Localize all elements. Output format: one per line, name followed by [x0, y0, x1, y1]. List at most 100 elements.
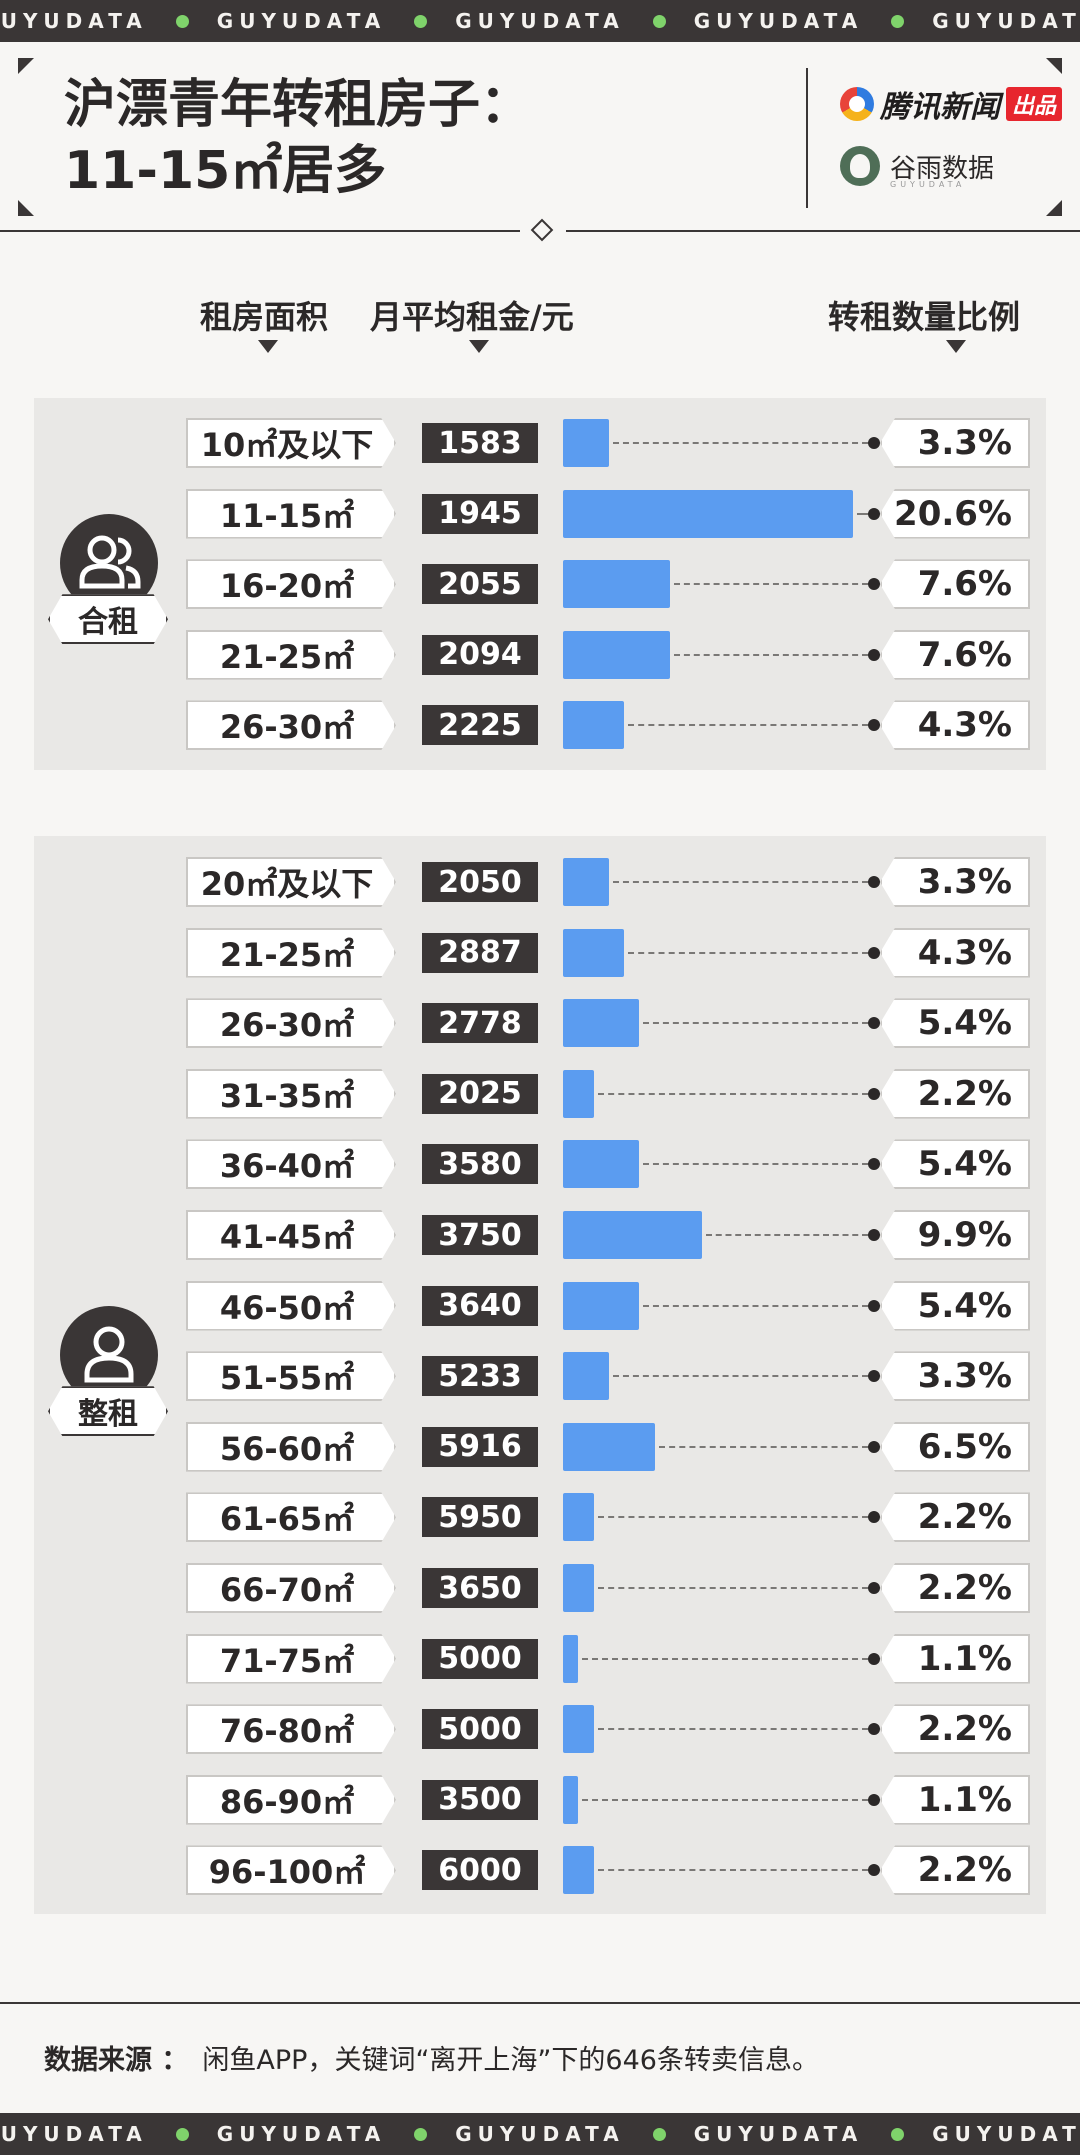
- ticker-dot-icon: [891, 2127, 905, 2141]
- ticker-segment: GUYUDATA: [455, 2122, 693, 2146]
- data-source-text: 闲鱼APP，关键词“离开上海”下的646条转卖信息。: [202, 2045, 819, 2076]
- ratio-label: 9.9%: [880, 1210, 1030, 1260]
- ratio-label: 2.2%: [880, 1068, 1030, 1119]
- ticker-text: GUYUDATA: [455, 9, 625, 33]
- area-label: 36-40㎡: [186, 1139, 396, 1190]
- area-label: 76-80㎡: [186, 1704, 396, 1755]
- area-label: 51-55㎡: [186, 1351, 396, 1402]
- leader-line: [597, 1587, 868, 1589]
- ratio-bar: [563, 1422, 655, 1471]
- chart-row: 20㎡及以下 2050 3.3%: [0, 855, 1080, 909]
- chart-row: 26-30㎡ 2778 5.4%: [0, 996, 1080, 1050]
- arrow-down-icon: [946, 340, 966, 353]
- ratio-label: 3.3%: [880, 857, 1030, 907]
- chart-row: 96-100㎡ 6000 2.2%: [0, 1843, 1080, 1897]
- infographic-card: 沪漂青年转租房子： 11-15㎡居多 腾讯新闻 出品 谷雨数据 GUYUDATA…: [0, 42, 1080, 2113]
- chart-row: 61-65㎡ 5950 2.2%: [0, 1490, 1080, 1544]
- divider-line: [0, 230, 520, 232]
- leader-dot: [868, 1229, 880, 1241]
- brand2-name: 谷雨数据: [890, 153, 995, 184]
- ratio-label: 2.2%: [880, 1704, 1030, 1755]
- rent-value: 2050: [422, 862, 538, 902]
- leader-line: [582, 1798, 868, 1801]
- rent-value: 2094: [422, 634, 538, 675]
- leader-dot: [868, 1652, 880, 1665]
- leader-dot: [868, 719, 880, 732]
- chart-row: 66-70㎡ 3650 2.2%: [0, 1561, 1080, 1615]
- leader-line: [597, 1728, 868, 1731]
- rent-value: 3650: [422, 1568, 538, 1608]
- ticker-segment: GUYUDATA: [694, 9, 932, 33]
- rent-value: 2055: [422, 564, 538, 605]
- area-label: 26-30㎡: [186, 700, 396, 751]
- ratio-label: 1.1%: [880, 1774, 1030, 1825]
- ratio-bar: [563, 630, 670, 679]
- ratio-bar: [563, 1634, 579, 1683]
- ratio-label: 5.4%: [880, 998, 1030, 1049]
- ratio-bar: [563, 419, 610, 467]
- ratio-label: 7.6%: [880, 559, 1030, 610]
- leader-line: [643, 1304, 868, 1307]
- leader-line: [627, 724, 868, 727]
- ticker-text: GUYUDATA: [0, 2122, 148, 2146]
- area-label: 20㎡及以下: [186, 857, 396, 907]
- ticker-segment: GUYUDATA: [0, 2122, 217, 2146]
- rent-value: 3500: [422, 1779, 538, 1820]
- area-label: 21-25㎡: [186, 629, 396, 680]
- leader-line: [582, 1657, 868, 1660]
- ticker-text: GUYUDATA: [932, 9, 1080, 33]
- leader-dot: [868, 1158, 880, 1171]
- ticker-segment: GUYUDATA: [932, 9, 1080, 33]
- ticker-segment: GUYUDATA: [0, 9, 217, 33]
- chart-row: 46-50㎡ 3640 5.4%: [0, 1279, 1080, 1333]
- area-label: 61-65㎡: [186, 1492, 396, 1543]
- header: 沪漂青年转租房子： 11-15㎡居多 腾讯新闻 出品 谷雨数据 GUYUDATA: [0, 42, 1080, 232]
- rent-value: 2778: [422, 1003, 538, 1044]
- ratio-bar: [563, 1846, 594, 1895]
- column-header-rent: 月平均租金/元: [370, 298, 574, 336]
- area-label: 41-45㎡: [186, 1210, 396, 1260]
- leader-dot: [868, 507, 880, 520]
- ratio-bar: [563, 999, 640, 1048]
- guyu-data-logo: 谷雨数据 GUYUDATA: [840, 146, 995, 189]
- ratio-bar: [563, 1775, 579, 1824]
- chart-row: 41-45㎡ 3750 9.9%: [0, 1208, 1080, 1262]
- ratio-bar: [563, 701, 624, 750]
- rent-value: 6000: [422, 1850, 538, 1891]
- ratio-label: 6.5%: [880, 1421, 1030, 1472]
- brand1-tag: 出品: [1006, 87, 1063, 121]
- data-source-label: 数据来源 ：: [44, 2045, 189, 2076]
- ratio-bar: [563, 560, 670, 609]
- ticker-segment: GUYUDATA: [217, 9, 455, 33]
- ratio-label: 1.1%: [880, 1633, 1030, 1684]
- leader-line: [597, 1516, 868, 1519]
- chart-row: 71-75㎡ 5000 1.1%: [0, 1632, 1080, 1686]
- leader-line: [643, 1022, 868, 1025]
- ratio-label: 5.4%: [880, 1139, 1030, 1190]
- leader-line: [673, 653, 868, 656]
- rent-value: 5950: [422, 1497, 538, 1538]
- chart-row: 21-25㎡ 2887 4.3%: [0, 926, 1080, 980]
- header-divider: [806, 68, 808, 208]
- leader-line: [673, 583, 868, 586]
- brand2-sub: GUYUDATA: [890, 180, 966, 189]
- data-source-note: 数据来源 ： 闲鱼APP，关键词“离开上海”下的646条转卖信息。: [44, 2038, 819, 2077]
- arrow-down-icon: [469, 340, 489, 353]
- leader-dot: [868, 876, 880, 888]
- ratio-label: 20.6%: [880, 488, 1030, 539]
- chart-row: 56-60㎡ 5916 6.5%: [0, 1420, 1080, 1474]
- rent-value: 1583: [422, 423, 538, 463]
- leader-line: [597, 1869, 868, 1872]
- title-line-1: 沪漂青年转租房子：: [64, 75, 533, 135]
- ratio-label: 3.3%: [880, 418, 1030, 468]
- area-label: 16-20㎡: [186, 559, 396, 610]
- area-label: 10㎡及以下: [186, 418, 396, 468]
- ticker-text: GUYUDATA: [0, 9, 148, 33]
- rent-value: 3640: [422, 1285, 538, 1326]
- chart-row: 36-40㎡ 3580 5.4%: [0, 1137, 1080, 1191]
- divider-line: [566, 230, 1080, 232]
- chart-row: 11-15㎡ 1945 20.6%: [0, 487, 1080, 541]
- ticker-dot-icon: [175, 2127, 189, 2141]
- leader-line: [857, 512, 868, 515]
- chart-row: 86-90㎡ 3500 1.1%: [0, 1773, 1080, 1827]
